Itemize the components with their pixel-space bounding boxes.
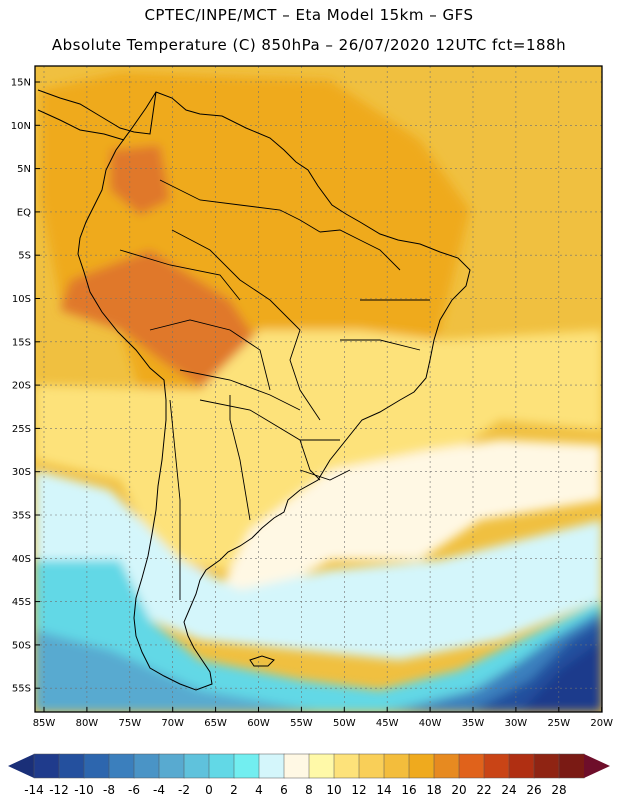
colorbar-label: 20 (451, 783, 466, 797)
lon-label: 50W (333, 718, 356, 729)
colorbar-box (83, 753, 110, 779)
colorbar-label: 0 (205, 783, 213, 797)
colorbar-box (158, 753, 185, 779)
colorbar-box (183, 753, 210, 779)
lat-label: 15S (12, 337, 31, 348)
colorbar-label: 6 (280, 783, 288, 797)
colorbar-label: -6 (128, 783, 140, 797)
lon-label: 20W (590, 718, 613, 729)
colorbar-box (508, 753, 535, 779)
colorbar-label: -10 (74, 783, 94, 797)
field-hot-core-north (110, 145, 170, 215)
field-cyan-light (35, 470, 602, 660)
lat-label: 50S (12, 640, 31, 651)
field-cool-band (35, 330, 602, 570)
colorbar-label: 18 (426, 783, 441, 797)
colorbar-box (58, 753, 85, 779)
lon-label: 70W (161, 718, 184, 729)
colorbar-box (283, 753, 310, 779)
lat-label: EQ (17, 207, 31, 218)
lon-label: 40W (419, 718, 442, 729)
colorbar-box (533, 753, 560, 779)
colorbar-boxes (33, 753, 585, 779)
colorbar-label: 16 (401, 783, 416, 797)
colorbar-label: 24 (501, 783, 516, 797)
colorbar-box (208, 753, 235, 779)
field-cyan (35, 560, 602, 712)
lat-label: 45S (12, 597, 31, 608)
latitude-axis: 15N 10N 5N EQ 5S 10S 15S 20S 25S 30S 35S 40S 45S 50S 5… (11, 78, 40, 695)
colorbar-box (258, 753, 285, 779)
colorbar-box (483, 753, 510, 779)
central-america-coast (37, 89, 157, 135)
map-frame (34, 65, 603, 713)
colorbar-box (133, 753, 160, 779)
lon-label: 55W (290, 718, 313, 729)
colorbar-label: 8 (305, 783, 313, 797)
lat-label: 15N (11, 78, 31, 89)
lat-label: 5S (18, 251, 31, 262)
colorbar-box (233, 753, 260, 779)
south-america-coastline (77, 91, 471, 691)
longitude-axis: 85W 80W 75W 70W 65W 60W 55W 50W 45W 40W 35W 30W 25W 2… (33, 707, 613, 729)
colorbar-label: -8 (103, 783, 115, 797)
lon-label: 60W (247, 718, 270, 729)
lon-label: 30W (505, 718, 528, 729)
lon-label: 75W (118, 718, 141, 729)
colorbar-overflow-triangle (584, 754, 610, 778)
colorbar-box (358, 753, 385, 779)
colorbar-box (558, 753, 585, 779)
colorbar-box (458, 753, 485, 779)
temperature-field (35, 66, 602, 712)
lon-label: 80W (76, 718, 99, 729)
title-line-2: Absolute Temperature (C) 850hPa – 26/07/… (51, 36, 567, 54)
lon-label: 25W (547, 718, 570, 729)
lat-label: 10S (12, 294, 31, 305)
field-blue-darkest (520, 640, 602, 712)
colorbar-label: 14 (376, 783, 391, 797)
falklands (249, 655, 275, 667)
colorbar-label: 22 (476, 783, 491, 797)
colorbar-box (33, 753, 60, 779)
colorbar-label: 26 (526, 783, 541, 797)
colorbar-box (308, 753, 335, 779)
colorbar-label: 12 (351, 783, 366, 797)
colorbar-label: -12 (49, 783, 69, 797)
lon-label: 45W (376, 718, 399, 729)
colorbar-label: -14 (24, 783, 44, 797)
colorbar-label: 2 (230, 783, 238, 797)
colorbar-label: -2 (178, 783, 190, 797)
colorbar-box (433, 753, 460, 779)
colorbar-label: -4 (153, 783, 165, 797)
field-cyan-mid (35, 620, 602, 712)
lat-label: 30S (12, 467, 31, 478)
field-pale-band (220, 440, 602, 600)
lat-label: 40S (12, 554, 31, 565)
colorbar-label: 10 (326, 783, 341, 797)
caribbean-coast (37, 109, 125, 141)
coastlines (37, 89, 471, 691)
colorbar: -14 -12 -10 -8 -6 -4 -2 0 2 4 6 8 10 12 14 16 18 20 22 24 26… (8, 753, 610, 797)
lat-label: 25S (12, 424, 31, 435)
lon-label: 85W (33, 718, 56, 729)
country-borders (119, 179, 430, 600)
colorbar-box (408, 753, 435, 779)
colorbar-underflow-triangle (8, 754, 34, 778)
lat-label: 5N (17, 164, 31, 175)
colorbar-box (108, 753, 135, 779)
lat-label: 55S (12, 684, 31, 695)
lat-label: 20S (12, 381, 31, 392)
lat-label: 10N (11, 121, 31, 132)
lon-label: 65W (204, 718, 227, 729)
lon-label: 35W (462, 718, 485, 729)
colorbar-labels: -14 -12 -10 -8 -6 -4 -2 0 2 4 6 8 10 12 14 16 18 20 22 24 26… (24, 783, 566, 797)
colorbar-box (383, 753, 410, 779)
lat-label: 35S (12, 511, 31, 522)
colorbar-label: 28 (551, 783, 566, 797)
colorbar-box (333, 753, 360, 779)
title-line-1: CPTEC/INPE/MCT – Eta Model 15km – GFS (144, 6, 474, 24)
colorbar-label: 4 (255, 783, 263, 797)
